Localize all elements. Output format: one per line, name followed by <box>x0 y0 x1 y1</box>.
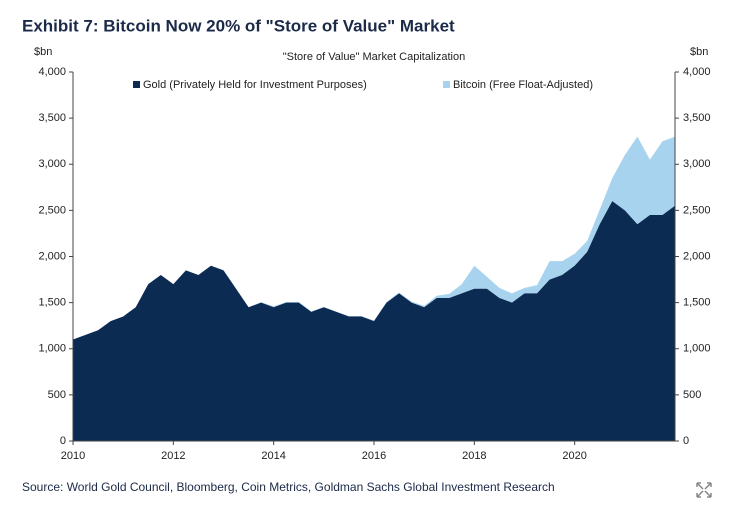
y2-tick-label: 0 <box>683 435 689 447</box>
y2-tick-label: 2,500 <box>683 204 711 216</box>
y2-axis-label: $bn <box>690 46 708 58</box>
area <box>73 201 675 441</box>
y-axis-label: $bn <box>34 46 52 58</box>
x-tick-label: 2010 <box>61 450 85 462</box>
y2-tick-label: 3,500 <box>683 112 711 124</box>
source-note: Source: World Gold Council, Bloomberg, C… <box>22 480 555 494</box>
y-tick-label: 2,500 <box>38 204 66 216</box>
y-tick-label: 0 <box>60 435 66 447</box>
y2-tick-label: 1,000 <box>683 343 711 355</box>
y2-tick-label: 1,500 <box>683 297 711 309</box>
y2-tick-label: 3,000 <box>683 158 711 170</box>
legend-swatch <box>133 81 140 88</box>
expand-icon[interactable] <box>696 482 712 498</box>
y-tick-label: 2,000 <box>38 250 66 262</box>
y-tick-label: 500 <box>48 389 66 401</box>
legend-label: Gold (Privately Held for Investment Purp… <box>143 79 367 91</box>
x-tick-label: 2016 <box>362 450 386 462</box>
y-tick-label: 3,500 <box>38 112 66 124</box>
legend-swatch <box>443 81 450 88</box>
x-tick-label: 2018 <box>462 450 486 462</box>
y-tick-label: 1,000 <box>38 343 66 355</box>
legend-label: Bitcoin (Free Float-Adjusted) <box>453 79 593 91</box>
y-tick-label: 4,000 <box>38 66 66 78</box>
y-tick-label: 3,000 <box>38 158 66 170</box>
area <box>73 136 675 340</box>
y2-tick-label: 500 <box>683 389 701 401</box>
y2-tick-label: 4,000 <box>683 66 711 78</box>
x-tick-label: 2012 <box>161 450 185 462</box>
page-title: Exhibit 7: Bitcoin Now 20% of "Store of … <box>22 16 455 35</box>
x-tick-label: 2020 <box>562 450 586 462</box>
y2-tick-label: 2,000 <box>683 250 711 262</box>
x-tick-label: 2014 <box>261 450 285 462</box>
y-tick-label: 1,500 <box>38 297 66 309</box>
chart-title: "Store of Value" Market Capitalization <box>283 51 465 63</box>
